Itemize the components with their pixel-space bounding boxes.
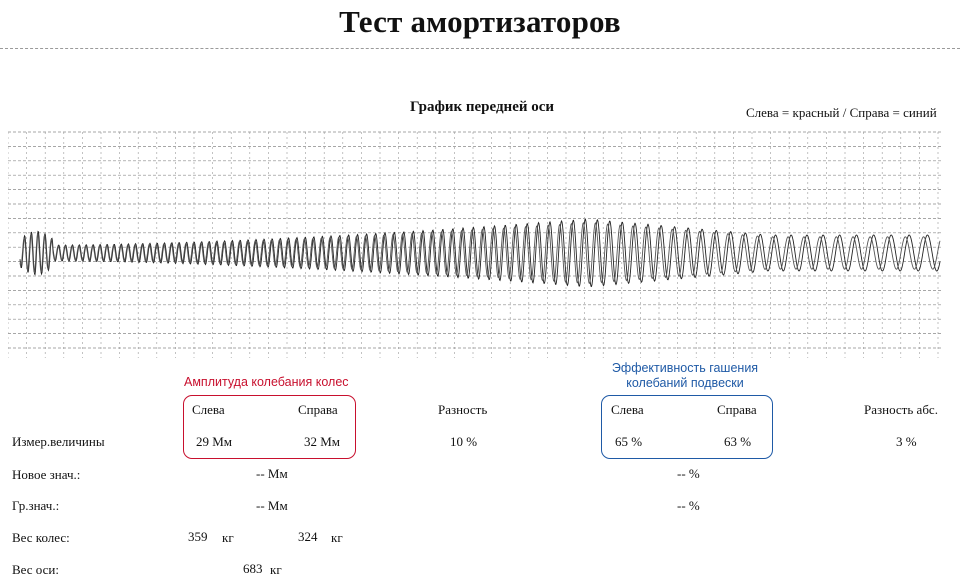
- axle-weight: 683: [243, 561, 263, 576]
- header-right: Справа: [298, 402, 338, 417]
- new-amplitude: -- Мм: [256, 466, 288, 481]
- row-label-new: Новое знач.:: [12, 467, 81, 482]
- row-label-limit: Гр.знач.:: [12, 498, 60, 513]
- header-right-eff: Справа: [717, 402, 757, 417]
- wheel-weight-right-unit: кг: [331, 530, 343, 545]
- efficiency-diff-abs: 3 %: [896, 434, 917, 449]
- header-diff-abs: Разность абс.: [864, 402, 938, 417]
- wheel-weight-right: 324: [298, 529, 318, 544]
- chart-legend: Слева = красный / Справа = синий: [746, 105, 937, 120]
- header-diff: Разность: [438, 402, 488, 417]
- row-label-wheel-weight: Вес колес:: [12, 530, 70, 545]
- new-efficiency: -- %: [677, 466, 700, 481]
- efficiency-highlight-box: [601, 395, 773, 459]
- measured-right: 32 Мм: [304, 434, 341, 449]
- wheel-weight-left-unit: кг: [222, 530, 234, 545]
- efficiency-annotation-line1: Эффективность гашения: [611, 361, 759, 375]
- series-trace-right: [19, 222, 941, 285]
- amplitude-annotation: Амплитуда колебания колес: [184, 375, 349, 389]
- header-left: Слева: [192, 402, 225, 417]
- page-title: Тест амортизаторов: [339, 4, 621, 39]
- measured-left: 29 Мм: [196, 434, 233, 449]
- efficiency-right: 63 %: [724, 434, 752, 449]
- row-label-measured: Измер.величины: [12, 434, 105, 449]
- oscillation-chart: [8, 131, 943, 358]
- measured-diff: 10 %: [450, 434, 478, 449]
- efficiency-annotation-line2: колебаний подвески: [626, 376, 744, 390]
- row-label-axle-weight: Вес оси:: [12, 562, 59, 577]
- limit-amplitude: -- Мм: [256, 498, 288, 513]
- chart-traces: [19, 218, 941, 288]
- series-trace-left: [19, 218, 941, 288]
- efficiency-left: 65 %: [615, 434, 643, 449]
- axle-weight-unit: кг: [270, 562, 282, 577]
- efficiency-annotation: Эффективность гашения колебаний подвески: [605, 361, 765, 391]
- title-divider: [0, 48, 960, 49]
- limit-efficiency: -- %: [677, 498, 700, 513]
- wheel-weight-left: 359: [188, 529, 208, 544]
- header-left-eff: Слева: [611, 402, 644, 417]
- chart-title: График передней оси: [410, 99, 555, 115]
- amplitude-highlight-box: [183, 395, 356, 459]
